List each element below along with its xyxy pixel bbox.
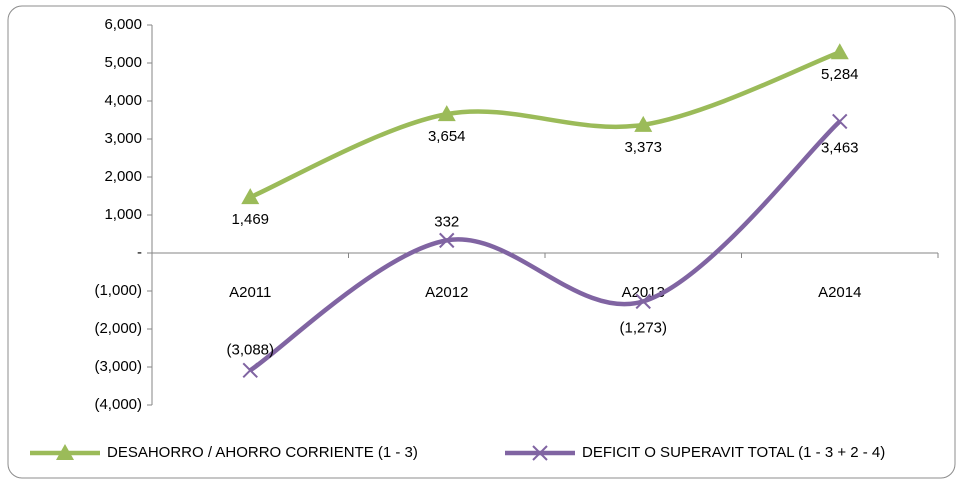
x-tick-label: A2012 [425, 284, 468, 301]
marker [439, 232, 455, 249]
marker [830, 43, 849, 60]
y-tick-label: 2,000 [104, 168, 142, 185]
data-label: (3,088) [226, 341, 274, 358]
series-line [249, 119, 842, 373]
marker [242, 362, 258, 379]
x-tick-label: A2014 [818, 284, 861, 301]
data-label: 5,284 [821, 66, 859, 83]
data-label: 3,463 [821, 139, 859, 156]
y-tick-label: (4,000) [94, 396, 142, 413]
data-label: (1,273) [619, 319, 667, 336]
marker [241, 188, 260, 205]
y-tick-label: 6,000 [104, 16, 142, 33]
y-tick-label: (1,000) [94, 282, 142, 299]
legend-label: DEFICIT O SUPERAVIT TOTAL (1 - 3 + 2 - 4… [582, 444, 885, 461]
y-tick-label: 3,000 [104, 130, 142, 147]
y-tick-label: (3,000) [94, 358, 142, 375]
marker [635, 293, 651, 310]
marker [437, 105, 456, 122]
marker [832, 113, 848, 130]
series-line [249, 50, 841, 200]
x-tick-label: A2011 [229, 284, 271, 301]
y-tick-label: (2,000) [94, 320, 142, 337]
marker [532, 445, 548, 461]
y-tick-label: - [137, 244, 142, 261]
y-tick-label: 5,000 [104, 54, 142, 71]
data-label: 1,469 [231, 211, 269, 228]
data-label: 332 [434, 213, 459, 230]
y-tick-label: 4,000 [104, 92, 142, 109]
marker [634, 115, 653, 132]
legend-label: DESAHORRO / AHORRO CORRIENTE (1 - 3) [107, 444, 418, 461]
y-tick-label: 1,000 [104, 206, 142, 223]
data-label: 3,654 [428, 128, 466, 145]
data-label: 3,373 [624, 139, 662, 156]
marker [56, 444, 74, 460]
x-tick-label: A2013 [622, 284, 665, 301]
